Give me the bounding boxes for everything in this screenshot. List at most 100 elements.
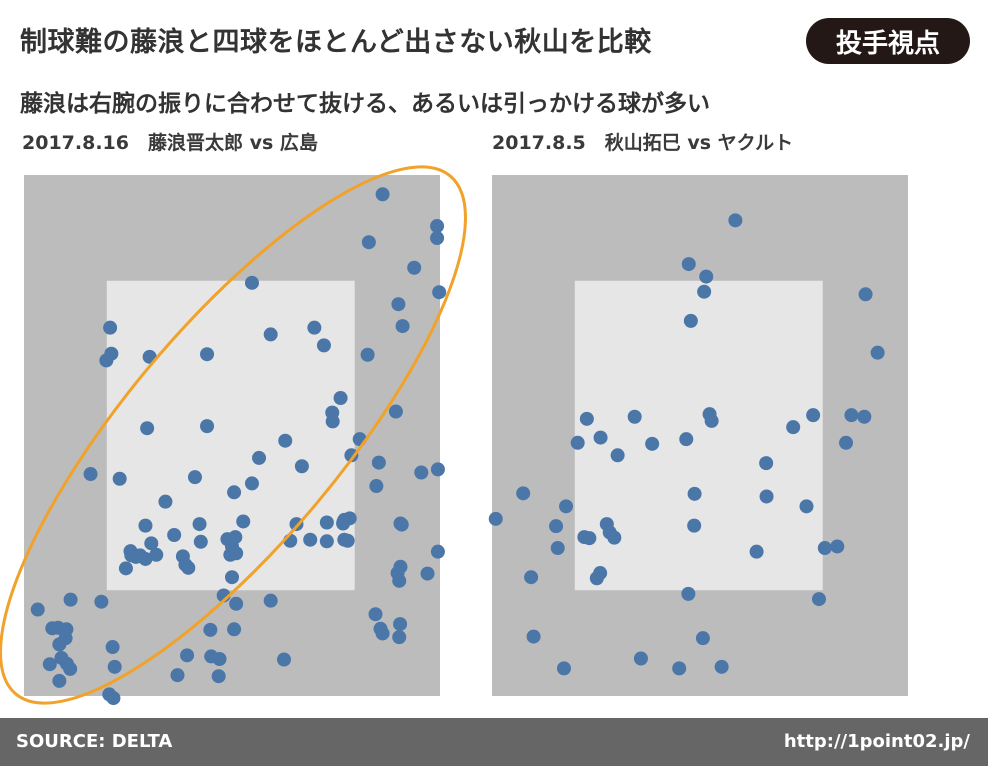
pitch-point [170,668,185,683]
pitch-point [392,630,407,645]
pitch-point [393,617,408,632]
pitch-point [344,448,359,463]
pitch-point [149,547,164,562]
pitch-point [395,319,410,334]
pitch-point [627,409,642,424]
highlight-ellipse [0,165,467,705]
pitch-point [589,571,604,586]
pitch-point [181,560,196,575]
pitch-point [593,430,608,445]
pitch-point [811,592,826,607]
pitch-point [524,570,539,585]
pitch-point [277,652,291,667]
pitch-point [681,586,696,601]
pitch-point [414,465,429,480]
pitch-point [112,471,127,486]
pitch-point [138,518,153,533]
pitch-point [252,450,267,465]
pitch-point [107,659,122,674]
pitch-point [607,530,622,545]
pitch-point [681,257,696,272]
pitch-point [223,547,238,562]
pitch-point [244,476,259,491]
pitch-point [52,637,67,652]
pitch-point [559,499,574,514]
pitch-point [118,561,133,576]
pitch-point [368,607,383,622]
pitch-point [307,320,322,335]
pitch-point [375,187,390,202]
pitch-point [728,213,743,228]
pitch-point [858,287,873,302]
pitch-point [236,514,251,529]
pitch-point [844,408,859,423]
pitch-point [180,648,195,663]
pitch-point [94,594,109,609]
pitch-point [30,602,45,617]
pitch-point [42,657,57,672]
pitch-point [430,219,445,234]
pitch-point [52,673,67,688]
pitch-point [303,532,318,547]
pitch-point [610,448,625,463]
pitch-point [99,353,114,368]
pitch-point [319,534,334,549]
pitch-point [106,691,121,706]
pitch-point [759,456,774,471]
pitch-point [420,566,435,581]
page-subtitle: 藤浪は右腕の振りに合わせて抜ける、あるいは引っかける球が多い [20,91,710,117]
pitch-point [244,275,259,290]
pitch-point [870,345,885,360]
pitch-point [200,419,215,434]
pitch-point [579,411,594,426]
pitch-point [556,661,571,676]
pitch-point [319,515,334,530]
pitch-point [391,297,406,312]
pitch-point [817,541,832,556]
pitch-location-charts [0,165,908,706]
pitch-point [187,470,202,485]
pitch-point [388,404,403,419]
pitch-point [549,519,564,534]
pitch-point [806,408,821,423]
pitch-point [63,661,78,676]
pitch-point [526,629,541,644]
pitch-point [430,544,445,559]
pitch-point [672,661,687,676]
pitch-point [63,592,78,607]
pitch-point [144,536,159,551]
pitch-point [375,626,390,641]
right-panel-label: 2017.8.5 秋山拓巳 vs ヤクルト [492,132,794,154]
page-title: 制球難の藤浪と四球をほとんど出さない秋山を比較 [20,27,652,58]
pitch-point [333,390,348,405]
pitch-point [200,347,215,362]
pitch-point [340,533,355,548]
pitch-point [430,231,445,246]
pitch-point [316,338,331,353]
pitch-point [430,462,445,477]
pitch-point [158,494,173,509]
site-url: http://1point02.jp/ [783,731,970,752]
pitch-point [193,534,208,549]
pitch-point [488,511,503,526]
pitch-point [786,420,801,435]
pitch-point [211,669,226,684]
pitch-point [225,570,239,585]
pitch-point [550,541,565,556]
pitch-point [294,459,309,474]
pitch-point [394,517,409,532]
perspective-badge: 投手視点 [806,18,970,64]
pitch-point [714,659,729,674]
pitch-point [133,548,148,563]
pitch-point [83,467,98,482]
pitch-point [54,650,69,665]
pitch-point [857,409,872,424]
pitch-point [360,347,375,362]
pitch-point [407,260,422,275]
pitch-point [263,327,278,342]
pitch-point [749,544,764,559]
pitch-point [105,640,120,655]
pitch-point [432,285,447,300]
pitch-point [687,518,702,533]
pitch-point [687,486,702,501]
